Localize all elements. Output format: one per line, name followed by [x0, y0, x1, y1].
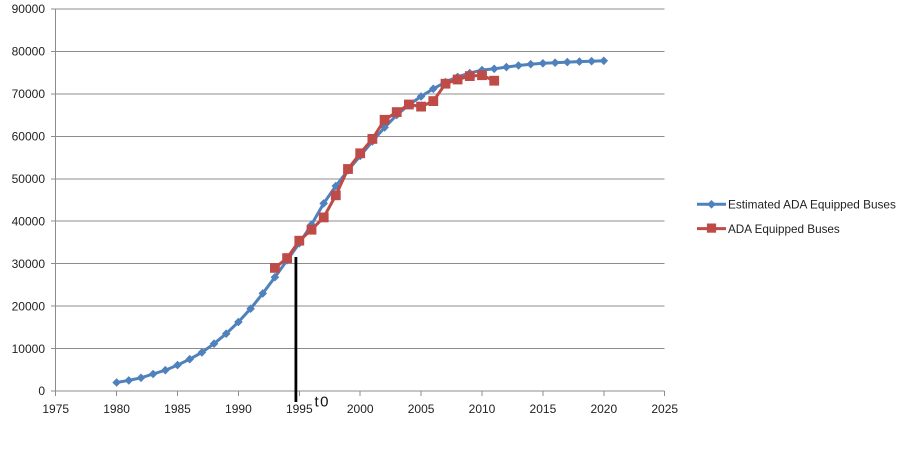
svg-text:2010: 2010	[469, 402, 496, 416]
svg-text:60000: 60000	[12, 130, 46, 144]
svg-text:20000: 20000	[12, 299, 46, 313]
svg-text:1980: 1980	[103, 402, 130, 416]
svg-text:70000: 70000	[12, 87, 46, 101]
svg-text:30000: 30000	[12, 257, 46, 271]
svg-text:Estimated ADA Equipped Buses: Estimated ADA Equipped Buses	[728, 198, 896, 212]
svg-text:2000: 2000	[347, 402, 374, 416]
svg-text:2015: 2015	[530, 402, 557, 416]
svg-text:80000: 80000	[12, 45, 46, 59]
svg-text:t0: t0	[315, 394, 331, 411]
svg-text:0: 0	[38, 384, 45, 398]
svg-text:50000: 50000	[12, 172, 46, 186]
svg-text:ADA Equipped Buses: ADA Equipped Buses	[728, 223, 840, 236]
svg-text:90000: 90000	[12, 2, 46, 16]
svg-text:10000: 10000	[12, 342, 46, 356]
svg-text:40000: 40000	[12, 214, 46, 228]
svg-text:1995: 1995	[286, 402, 313, 416]
svg-text:1990: 1990	[225, 402, 252, 416]
svg-text:1975: 1975	[42, 402, 69, 416]
svg-text:2025: 2025	[651, 402, 678, 416]
svg-text:1985: 1985	[164, 402, 191, 416]
svg-text:2005: 2005	[408, 402, 435, 416]
svg-text:2020: 2020	[590, 402, 617, 416]
